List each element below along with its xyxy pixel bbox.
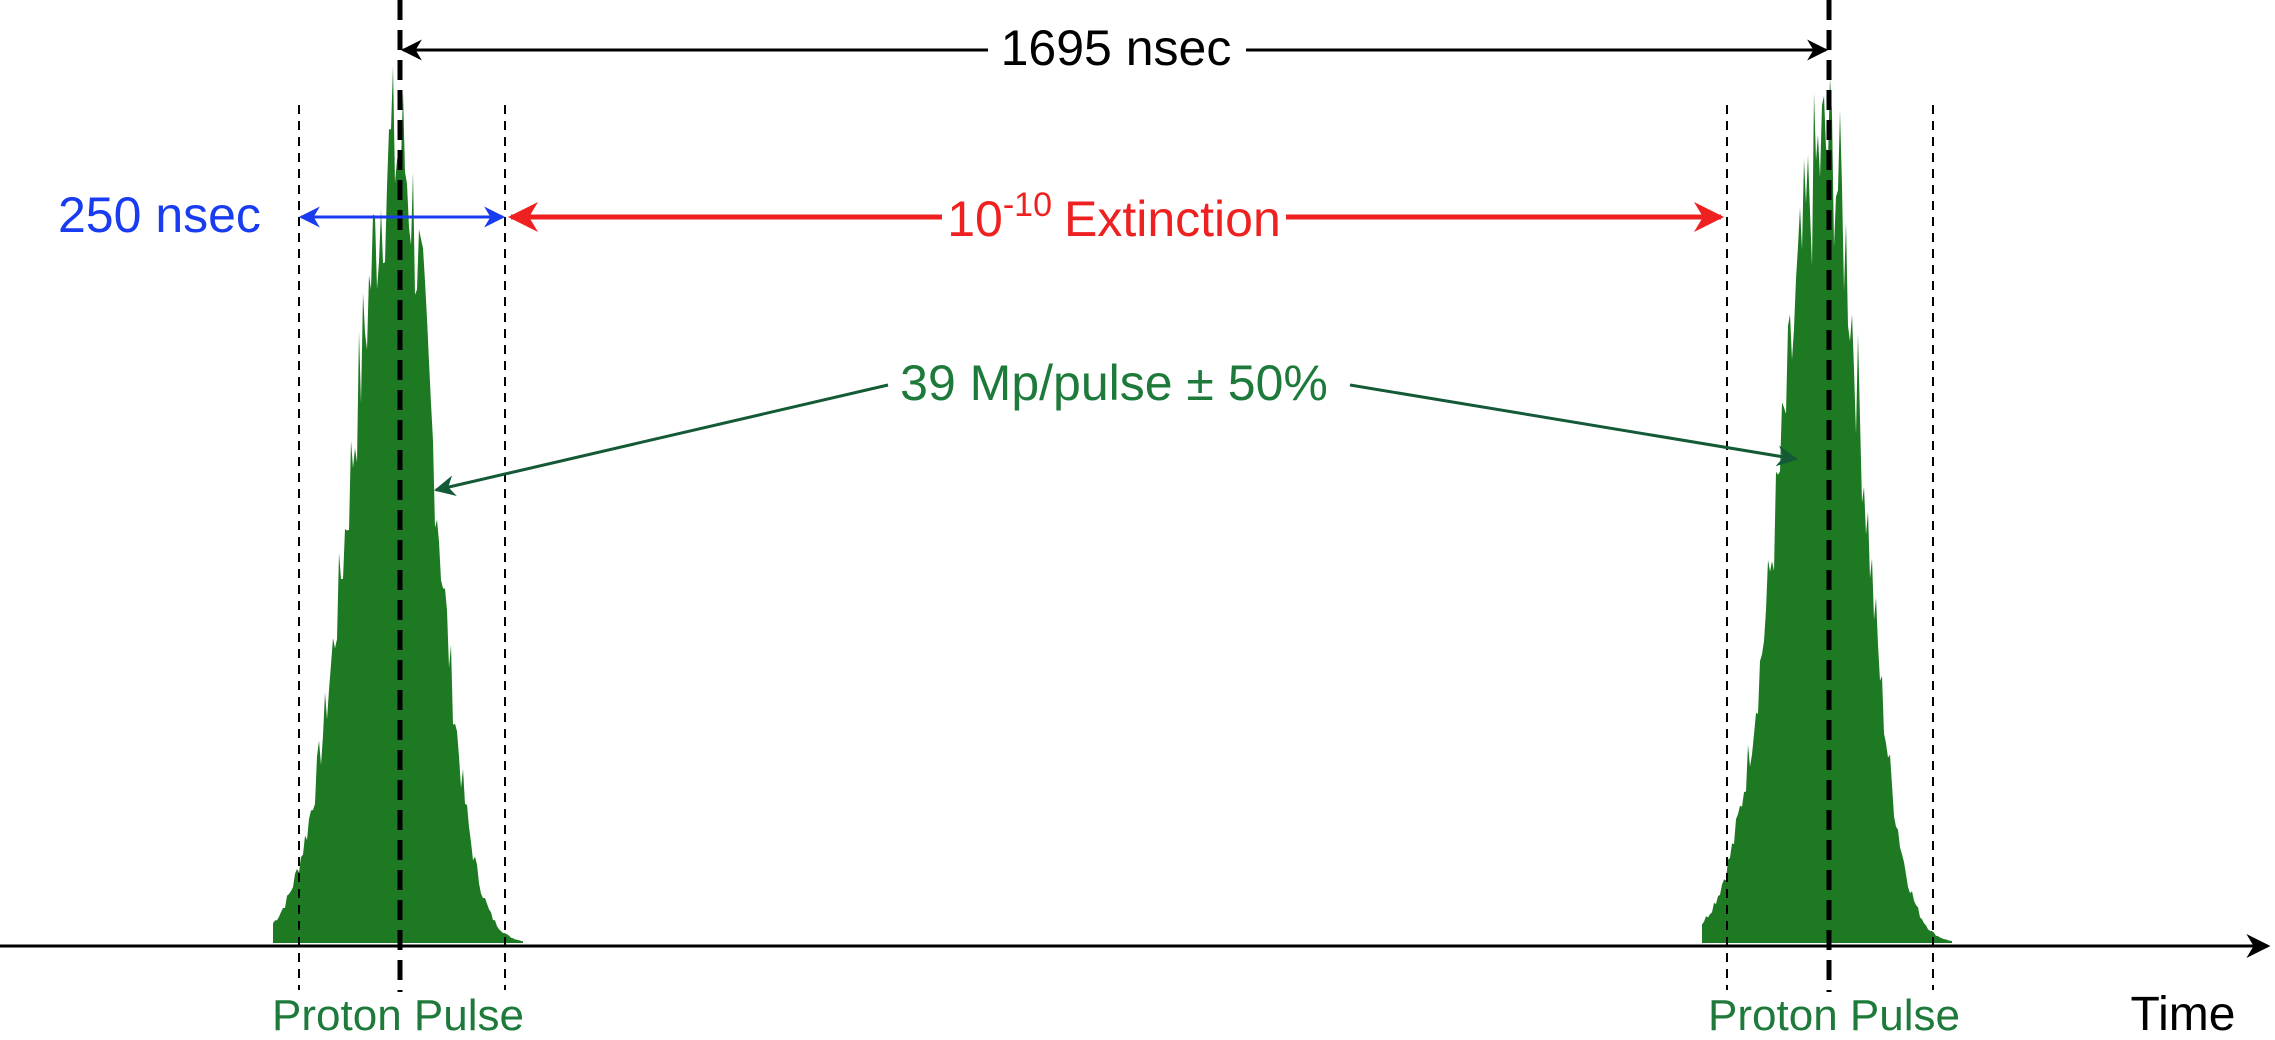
pulse-shape	[273, 66, 523, 944]
intensity-arrow-left	[433, 383, 889, 496]
extinction-word: Extinction	[1064, 191, 1281, 247]
intensity-label: 39 Mp/pulse ± 50%	[900, 355, 1328, 411]
pulse-width-label: 250 nsec	[58, 187, 261, 243]
extinction-exponent: -10	[1003, 186, 1052, 224]
period-label: 1695 nsec	[1001, 20, 1232, 76]
proton-pulse-label-right: Proton Pulse	[1708, 991, 1960, 1040]
extinction-label: 10-10 Extinction	[947, 186, 1281, 247]
extinction-base: 10	[947, 191, 1003, 247]
intensity-arrow-right	[1349, 383, 1799, 467]
time-axis-label: Time	[2131, 988, 2236, 1040]
proton-pulse-label-left: Proton Pulse	[272, 991, 524, 1040]
proton-pulse-left-shape	[273, 66, 523, 944]
